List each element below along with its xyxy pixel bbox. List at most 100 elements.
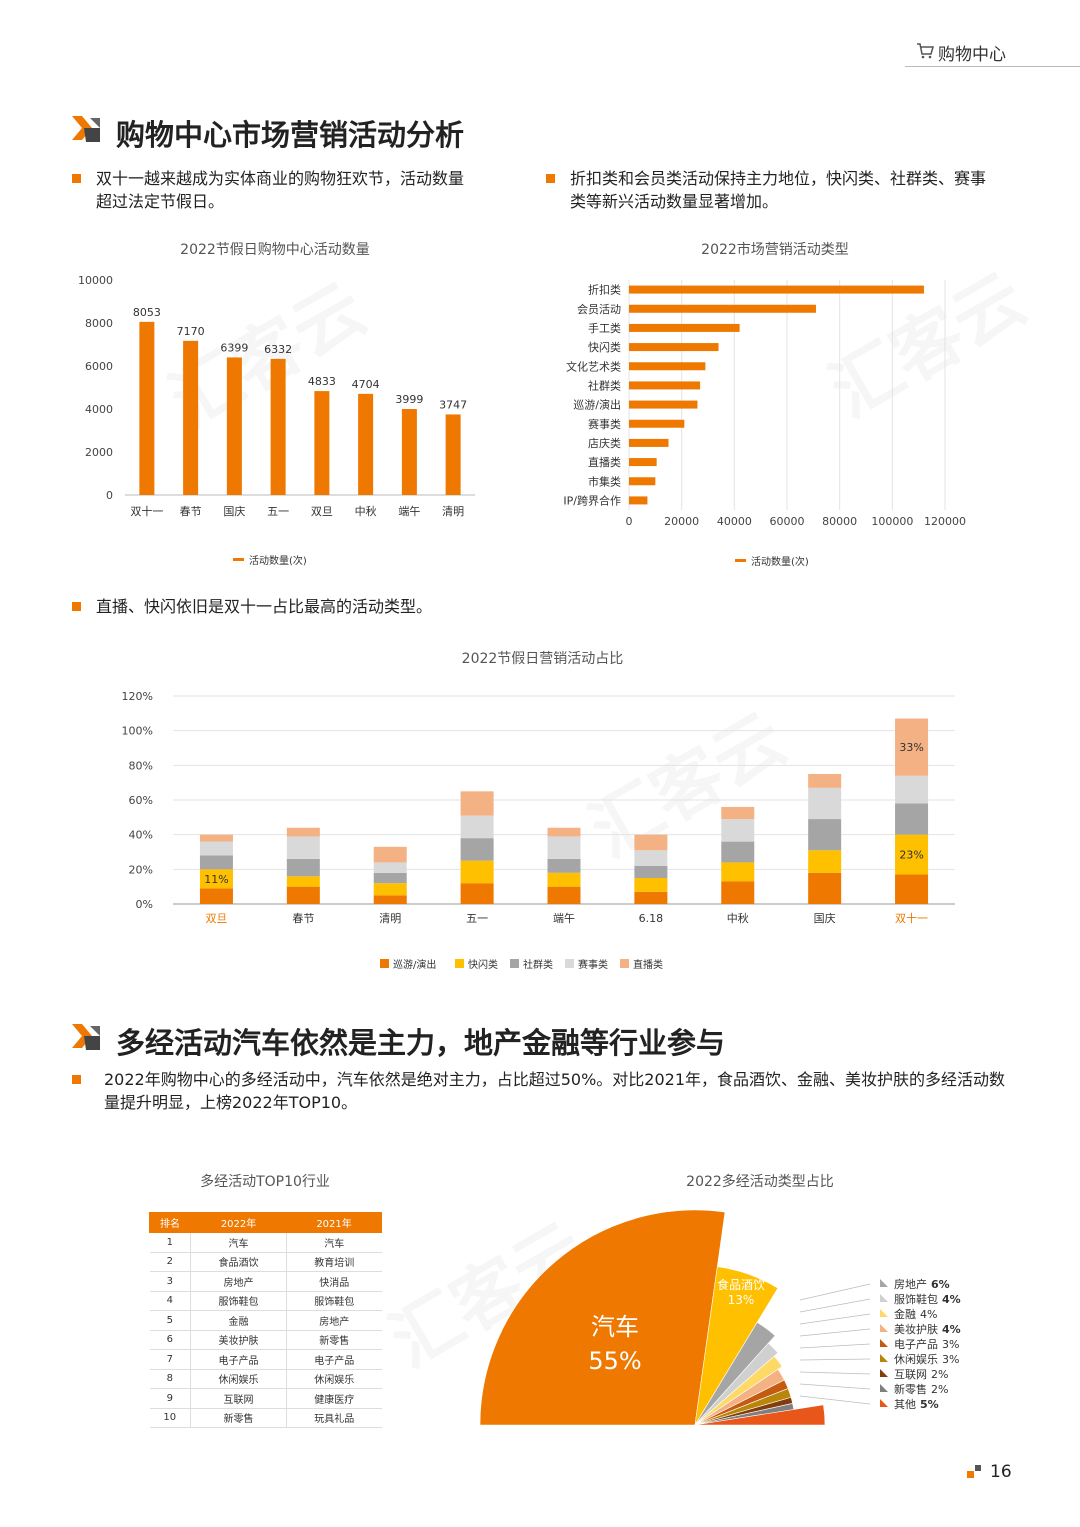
section2-title: 多经活动汽车依然是主力，地产金融等行业参与	[116, 1026, 726, 1060]
header-divider	[905, 66, 1080, 67]
section-arrow-icon	[72, 116, 100, 142]
stacked-bar-segment	[547, 836, 581, 859]
stacked-bar-segment	[547, 827, 581, 837]
legend-swatch	[510, 959, 519, 968]
bullet-marker	[72, 174, 81, 183]
stacked-bar-segment	[895, 834, 929, 875]
stacked-bar-segment	[895, 718, 929, 776]
pie-slice	[694, 1266, 779, 1426]
table-cell: 休闲娱乐	[286, 1369, 382, 1389]
bullet-marker	[72, 602, 81, 611]
table-row: 2 食品酒饮 教育培训	[149, 1252, 382, 1272]
section2-line-1: 2022年购物中心的多经活动中，汽车依然是绝对主力，占比超过50%。对比2021…	[104, 1070, 1006, 1089]
page-marker-icon	[967, 1465, 981, 1478]
x-tick-label: 端午	[553, 912, 575, 925]
chart3-title: 2022节假日营销活动占比	[461, 651, 624, 667]
bar-data-label: 6332	[264, 343, 292, 356]
stacked-bar-segment	[634, 850, 668, 866]
legend-marker	[880, 1369, 888, 1377]
y-tick-label: IP/跨界合作	[563, 493, 621, 507]
stacked-bar-segment	[808, 850, 842, 873]
stacked-bar-segment	[895, 874, 929, 904]
bar	[401, 409, 417, 495]
y-tick-label: 100%	[122, 725, 153, 738]
pie-label-name: 食品酒饮	[717, 1277, 765, 1292]
legend-marker	[880, 1279, 888, 1287]
table-cell: 电子产品	[286, 1349, 382, 1370]
bar	[445, 414, 461, 495]
pie-slice	[694, 1342, 779, 1426]
table-cell: 2	[149, 1252, 191, 1272]
table-cell: 5	[149, 1310, 191, 1331]
pie-title: 2022多经活动类型占比	[686, 1174, 834, 1190]
pie-side-label-value: 5%	[920, 1398, 939, 1411]
data-label: 23%	[899, 849, 923, 862]
table-cell: 电子产品	[189, 1349, 287, 1370]
stacked-bar-segment	[634, 865, 668, 878]
x-tick-label: 五一	[267, 505, 289, 518]
stacked-bar-segment	[808, 872, 842, 904]
pie-side-label-name: 其他	[894, 1398, 916, 1411]
pie-side-label-name: 服饰鞋包	[894, 1292, 938, 1306]
legend-swatch	[735, 559, 746, 562]
y-tick-label: 社群类	[588, 378, 621, 392]
table-row: 4 服饰鞋包 服饰鞋包	[149, 1291, 382, 1311]
legend-swatch	[233, 558, 244, 561]
legend-swatch	[565, 959, 574, 968]
table-cell: 9	[149, 1388, 191, 1409]
table-cell: 8	[149, 1369, 191, 1389]
bar	[629, 381, 701, 390]
y-tick-label: 会员活动	[577, 303, 621, 316]
bar-data-label: 3747	[439, 398, 467, 411]
stacked-bar-segment	[373, 872, 407, 884]
leader-line	[799, 1298, 871, 1313]
table-cell: 美妆护肤	[189, 1330, 287, 1350]
leader-line	[799, 1371, 871, 1375]
bar	[629, 496, 648, 505]
pie-label-value: 55%	[588, 1347, 641, 1375]
header-cart-icon	[916, 42, 934, 60]
pie-label-value: 13%	[728, 1293, 755, 1307]
x-tick-label: 100000	[871, 515, 913, 528]
pie-side-label-value: 4%	[942, 1323, 961, 1336]
x-tick-label: 20000	[664, 515, 699, 528]
bar	[629, 458, 657, 467]
x-tick-label: 120000	[924, 515, 966, 528]
y-tick-label: 0%	[136, 898, 153, 911]
y-tick-label: 文化艺术类	[566, 359, 621, 373]
legend-label: 直播类	[633, 958, 663, 971]
table-cell: 教育培训	[286, 1252, 382, 1272]
leader-line	[799, 1313, 871, 1325]
top10-industry-table: 排名 2022年 2021年 1 汽车 汽车 2 食品酒饮 教育培训 3 房地产 快消品 4 服饰鞋…	[149, 1212, 382, 1428]
y-tick-label: 市集类	[588, 474, 621, 488]
bullet-right-line-1: 折扣类和会员类活动保持主力地位，快闪类、社群类、赛事	[570, 169, 987, 188]
data-label: 11%	[204, 873, 228, 886]
y-tick-label: 20%	[129, 863, 153, 876]
x-tick-label: 五一	[466, 912, 488, 925]
bullet-left-text: 双十一越来越成为实体商业的购物狂欢节，活动数量 超过法定节假日。	[96, 167, 496, 213]
table-cell: 互联网	[189, 1388, 287, 1409]
stacked-bar-segment	[286, 886, 320, 904]
stacked-bar-segment	[460, 815, 494, 839]
stacked-bar-segment	[199, 834, 233, 842]
y-tick-label: 10000	[78, 274, 113, 287]
x-tick-label: 双十一	[895, 911, 928, 925]
table-cell: 汽车	[286, 1232, 382, 1253]
table-row: 5 金融 房地产	[149, 1310, 382, 1331]
pie-side-label-name: 金融	[894, 1307, 916, 1321]
stacked-bar-segment	[721, 819, 755, 842]
table-cell: 食品酒饮	[189, 1252, 287, 1272]
table-cell: 玩具礼品	[286, 1408, 382, 1428]
table-row: 10 新零售 玩具礼品	[149, 1408, 382, 1428]
table-cell: 快消品	[286, 1271, 382, 1292]
x-tick-label: 清明	[379, 912, 401, 925]
chart2-title: 2022市场营销活动类型	[701, 242, 849, 258]
y-tick-label: 8000	[85, 317, 113, 330]
pie-side-label-value: 6%	[931, 1278, 950, 1291]
table-title: 多经活动TOP10行业	[200, 1174, 330, 1190]
bullet-marker	[72, 1075, 81, 1084]
stacked-bar-segment	[286, 827, 320, 837]
stacked-bar-segment	[721, 841, 755, 863]
bullet-mid-text: 直播、快闪依旧是双十一占比最高的活动类型。	[96, 597, 433, 616]
stacked-bar-segment	[460, 838, 494, 861]
